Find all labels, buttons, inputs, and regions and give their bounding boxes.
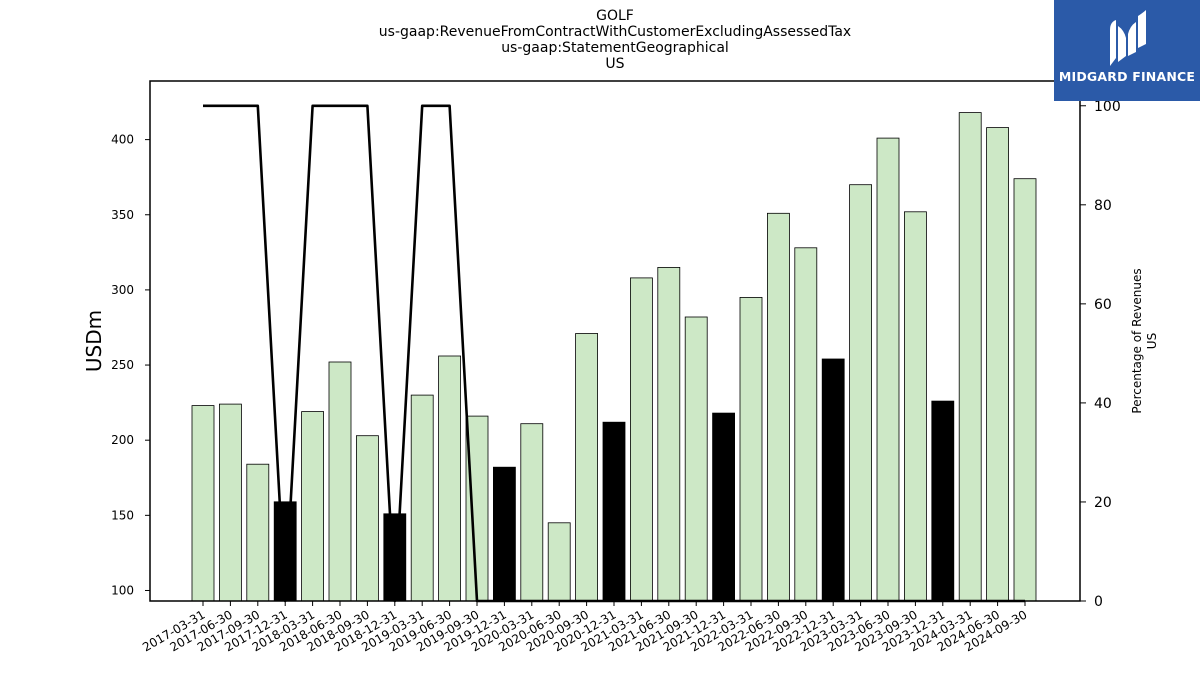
- bar-2024-06-30: [986, 127, 1009, 602]
- bar-series: [191, 112, 1037, 602]
- bar-2020-12-31: [602, 421, 626, 602]
- logo-text: MIDGARD FINANCE: [1058, 69, 1196, 84]
- bar-2017-03-31: [191, 405, 215, 602]
- logo-mark-icon: [1110, 10, 1146, 66]
- title-line-3: us-gaap:StatementGeographical: [501, 40, 729, 56]
- title-line-2: us-gaap:RevenueFromContractWithCustomerE…: [379, 24, 851, 40]
- y2-axis-label-line-2: US: [1145, 333, 1159, 349]
- bar-2020-06-30: [547, 522, 571, 602]
- y2-axis-label-line-1: Percentage of Revenues: [1130, 268, 1144, 413]
- y-axis-left: 100 150 200 250 300 350 400: [111, 133, 150, 597]
- y-tick-label: 150: [111, 508, 134, 522]
- y-tick-label: 250: [111, 358, 134, 372]
- y2-tick-label: 0: [1094, 594, 1103, 610]
- y-tick-label: 300: [111, 283, 134, 297]
- y2-tick-label: 80: [1094, 198, 1112, 214]
- y2-tick-label: 60: [1094, 297, 1112, 313]
- y2-tick-label: 20: [1094, 495, 1112, 511]
- bar-2020-03-31: [520, 423, 544, 602]
- bar-2023-09-30: [904, 211, 927, 602]
- bar-2021-03-31: [630, 277, 653, 602]
- bar-2018-09-30: [355, 435, 379, 602]
- bar-2024-03-31: [958, 112, 982, 602]
- bar-2019-06-30: [438, 355, 462, 602]
- plot-frame: [149, 80, 1081, 602]
- y-axis-label: USDm: [82, 310, 106, 372]
- x-axis: 2017-03-312017-06-302017-09-302017-12-31…: [140, 601, 1030, 654]
- y-tick-label: 200: [111, 433, 134, 447]
- bar-2018-06-30: [328, 361, 352, 602]
- y-tick-label: 100: [111, 583, 134, 597]
- bar-2019-03-31: [410, 394, 434, 602]
- bar-2022-03-31: [739, 296, 763, 602]
- bar-2023-03-31: [849, 184, 872, 602]
- bar-2019-12-31: [492, 466, 516, 602]
- y2-tick-label: 40: [1094, 396, 1112, 412]
- title-line-1: GOLF: [596, 8, 634, 24]
- title-line-4: US: [605, 56, 624, 72]
- bar-2023-12-31: [931, 400, 955, 602]
- midgard-finance-logo: MIDGARD FINANCE: [1054, 0, 1200, 101]
- bar-2017-09-30: [246, 463, 270, 602]
- bar-2023-06-30: [876, 137, 900, 602]
- bar-2022-09-30: [794, 247, 818, 602]
- bar-2020-09-30: [575, 333, 598, 602]
- bar-2021-12-31: [712, 412, 735, 602]
- bar-2021-09-30: [684, 316, 708, 602]
- chart-title: GOLF us-gaap:RevenueFromContractWithCust…: [379, 8, 851, 72]
- bar-2018-03-31: [301, 411, 325, 602]
- bar-2024-09-30: [1013, 178, 1037, 602]
- y-tick-label: 350: [111, 208, 134, 222]
- bar-2017-06-30: [218, 403, 242, 602]
- bar-2022-12-31: [821, 358, 845, 602]
- y2-tick-label: 100: [1094, 99, 1121, 115]
- bar-2022-06-30: [767, 212, 790, 602]
- y-axis-right: 0 20 40 60 80 100: [1080, 99, 1121, 610]
- bar-2021-06-30: [657, 266, 681, 602]
- y-tick-label: 400: [111, 133, 134, 147]
